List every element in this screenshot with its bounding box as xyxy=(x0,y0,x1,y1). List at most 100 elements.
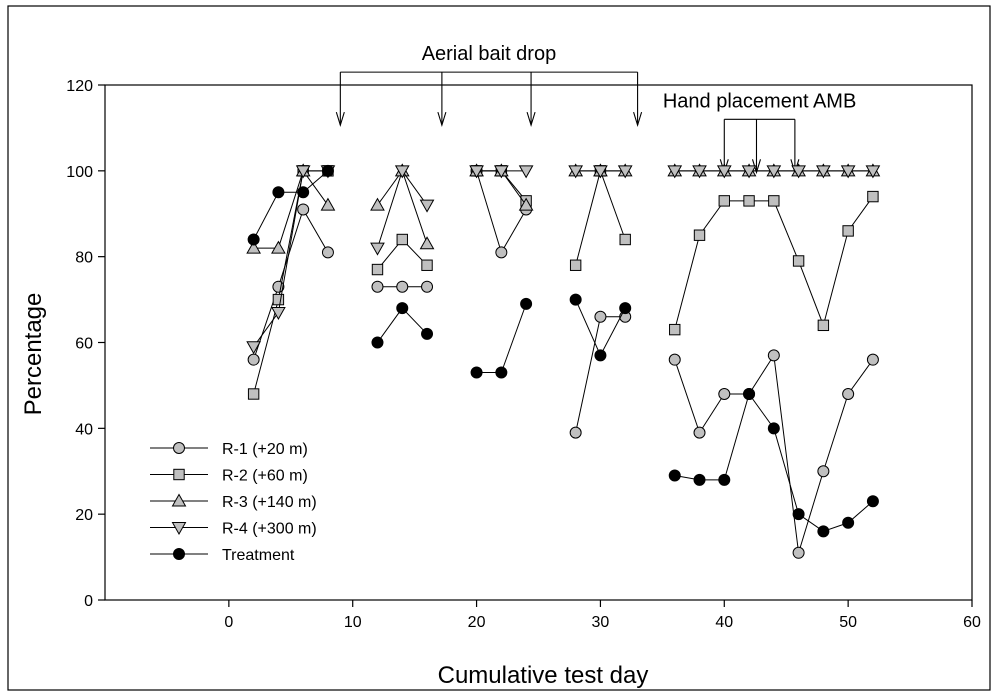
series-group xyxy=(246,163,881,559)
data-point xyxy=(321,164,334,177)
data-point xyxy=(295,165,311,179)
data-point xyxy=(865,165,881,179)
data-point xyxy=(842,516,855,529)
series-line xyxy=(253,169,329,249)
data-point xyxy=(842,225,854,237)
y-tick-label: 20 xyxy=(75,507,93,524)
data-point xyxy=(617,165,633,179)
data-point xyxy=(370,197,385,211)
data-point xyxy=(518,197,534,211)
legend-marker xyxy=(173,548,185,560)
x-tick-label: 40 xyxy=(715,614,733,631)
data-point xyxy=(692,165,707,179)
data-point xyxy=(394,165,410,179)
y-tick-label: 0 xyxy=(84,593,93,610)
data-point xyxy=(594,310,607,323)
y-tick-label: 120 xyxy=(66,78,93,95)
data-point xyxy=(396,302,409,315)
data-point xyxy=(693,229,706,241)
data-point xyxy=(518,165,534,179)
data-point xyxy=(619,302,632,315)
data-point xyxy=(766,165,782,179)
legend-entry: Treatment xyxy=(150,547,295,564)
axis-ticks: 0 10 20 30 40 50 60 0 20 40 60 80 100 120 xyxy=(66,78,981,631)
data-point xyxy=(767,422,780,435)
data-point xyxy=(371,263,384,276)
aerial-arrow-head xyxy=(437,111,447,127)
data-point xyxy=(271,240,286,254)
annotation-group: Aerial bait drop Hand placement AMB xyxy=(335,43,856,175)
legend-marker xyxy=(171,493,187,507)
data-point xyxy=(419,199,435,213)
x-tick-label: 50 xyxy=(839,614,857,631)
data-point xyxy=(569,259,582,271)
y-tick-label: 60 xyxy=(75,336,93,353)
data-point xyxy=(568,165,584,179)
data-point xyxy=(493,165,509,179)
data-point xyxy=(495,366,508,379)
data-point xyxy=(840,165,856,179)
data-point xyxy=(421,327,434,340)
x-tick-label: 60 xyxy=(963,614,981,631)
legend-entry: R-4 (+300 m) xyxy=(150,521,317,538)
data-point xyxy=(817,465,830,478)
hand-annotation-label: Hand placement AMB xyxy=(663,90,856,112)
data-point xyxy=(371,336,384,349)
data-point xyxy=(816,165,831,179)
data-point xyxy=(470,366,483,379)
data-point xyxy=(667,165,683,179)
data-point xyxy=(469,165,484,179)
hand-arrow-head xyxy=(751,159,762,175)
data-point xyxy=(321,246,334,259)
data-point xyxy=(767,349,780,362)
data-point xyxy=(569,426,582,439)
legend-label: R-2 (+60 m) xyxy=(222,468,308,485)
x-tick-label: 30 xyxy=(592,614,610,631)
data-point xyxy=(247,353,260,366)
data-point xyxy=(272,293,285,306)
aerial-arrow-head xyxy=(335,111,345,127)
series-line xyxy=(253,170,329,240)
data-point xyxy=(867,190,879,203)
y-axis-title: Percentage xyxy=(20,293,47,416)
x-tick-label: 10 xyxy=(344,614,362,631)
data-point xyxy=(668,353,681,366)
data-point xyxy=(247,388,260,400)
data-point xyxy=(669,323,681,336)
data-point xyxy=(396,280,409,293)
legend-marker xyxy=(173,442,185,454)
data-point xyxy=(370,242,385,256)
legend-entry: R-2 (+60 m) xyxy=(150,468,308,485)
data-point xyxy=(594,349,607,362)
legend-marker xyxy=(171,522,187,536)
data-point xyxy=(791,165,806,179)
data-point xyxy=(817,319,830,332)
data-point xyxy=(619,233,631,246)
data-point xyxy=(741,165,757,179)
series-line xyxy=(253,208,329,360)
legend-entry: R-1 (+20 m) xyxy=(150,441,308,458)
x-axis-title: Cumulative test day xyxy=(438,662,649,689)
data-point xyxy=(419,236,435,250)
data-point xyxy=(421,280,434,293)
data-point xyxy=(842,388,855,400)
data-point xyxy=(866,495,879,508)
data-point xyxy=(718,388,731,400)
data-point xyxy=(247,233,260,246)
data-point xyxy=(271,306,286,320)
data-point xyxy=(593,165,608,179)
series-4 xyxy=(247,164,879,538)
legend-marker xyxy=(173,468,185,481)
data-point xyxy=(743,195,755,207)
data-point xyxy=(495,246,508,259)
legend-label: R-4 (+300 m) xyxy=(222,521,317,538)
data-point xyxy=(371,280,384,293)
legend-label: R-1 (+20 m) xyxy=(222,441,308,458)
data-point xyxy=(743,388,756,400)
data-point xyxy=(693,473,706,486)
data-point xyxy=(421,259,433,271)
data-point xyxy=(718,195,730,207)
data-point xyxy=(768,195,780,207)
